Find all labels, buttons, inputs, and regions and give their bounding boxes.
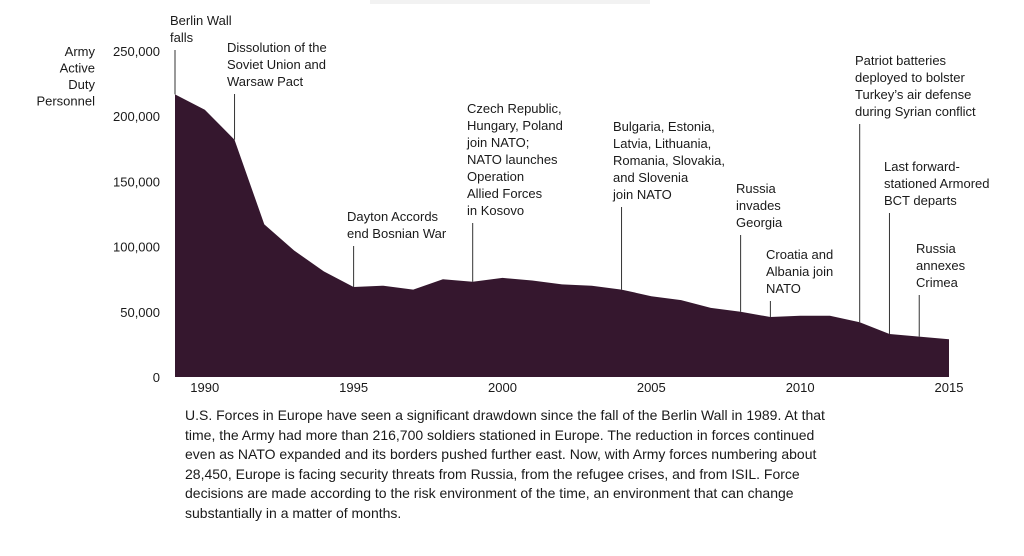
x-tick-label: 2015 <box>935 380 964 395</box>
x-tick-label: 2010 <box>786 380 815 395</box>
annotation-2012: Patriot batteries deployed to bolster Turk… <box>855 53 976 323</box>
annotation-label-line: Crimea <box>916 275 959 290</box>
annotation-label-line: annexes <box>916 258 966 273</box>
y-tick-label: 0 <box>153 370 160 385</box>
annotation-2008: Russia invades Georgia <box>736 181 783 312</box>
x-tick-label: 2000 <box>488 380 517 395</box>
annotation-label-line: Dissolution of the <box>227 40 327 55</box>
annotation-1991: Dissolution of the Soviet Union and Warsaw… <box>227 40 327 140</box>
annotation-1989: Berlin Wall falls <box>170 13 232 95</box>
annotation-label-line: Berlin Wall <box>170 13 232 28</box>
y-tick-label: 50,000 <box>120 305 160 320</box>
y-axis-ticks: 0 50,000 100,000 150,000 200,000 250,000 <box>113 44 160 385</box>
annotation-label-line: Hungary, Poland <box>467 118 563 133</box>
annotation-label-line: during Syrian conflict <box>855 104 976 119</box>
annotation-label-line: NATO <box>766 281 801 296</box>
annotation-label-line: Last forward- <box>884 159 960 174</box>
annotation-2009: Croatia and Albania join NATO <box>766 247 833 318</box>
annotation-label-line: Albania join <box>766 264 833 279</box>
x-tick-label: 1995 <box>339 380 368 395</box>
annotation-label-line: Romania, Slovakia, <box>613 153 725 168</box>
annotation-label-line: Allied Forces <box>467 186 543 201</box>
y-tick-label: 100,000 <box>113 240 160 255</box>
x-tick-label: 1990 <box>190 380 219 395</box>
annotation-2013: Last forward-stationed Armored BCT depart… <box>884 159 990 334</box>
annotation-label-line: falls <box>170 30 194 45</box>
x-tick-label: 2005 <box>637 380 666 395</box>
annotation-label-line: end Bosnian War <box>347 226 447 241</box>
annotation-label-line: Patriot batteries <box>855 53 947 68</box>
annotations: Berlin Wall falls Dissolution of the Soviet… <box>170 13 990 337</box>
annotation-label-line: join NATO <box>612 187 672 202</box>
annotation-label-line: deployed to bolster <box>855 70 966 85</box>
annotation-label-line: Soviet Union and <box>227 57 326 72</box>
annotation-label-line: Georgia <box>736 215 783 230</box>
annotation-1995: Dayton Accords end Bosnian War <box>347 209 447 288</box>
annotation-label-line: BCT departs <box>884 193 957 208</box>
chart-caption: U.S. Forces in Europe have seen a signif… <box>185 407 825 521</box>
annotation-label-line: Russia <box>736 181 777 196</box>
annotation-label-line: stationed Armored <box>884 176 990 191</box>
annotation-label-line: Warsaw Pact <box>227 74 303 89</box>
annotation-label-line: Czech Republic, <box>467 101 562 116</box>
annotation-label-line: Operation <box>467 169 524 184</box>
annotation-label-line: Dayton Accords <box>347 209 439 224</box>
annotation-2014: Russia annexes Crimea <box>916 241 966 337</box>
y-axis-label-line: Army <box>65 44 96 59</box>
annotation-label-line: in Kosovo <box>467 203 524 218</box>
y-axis-label-line: Personnel <box>36 94 95 109</box>
annotation-label-line: Turkey’s air defense <box>855 87 971 102</box>
top-edge-bar <box>370 0 650 4</box>
y-tick-label: 200,000 <box>113 109 160 124</box>
annotation-label-line: NATO launches <box>467 152 558 167</box>
annotation-label-line: join NATO; <box>466 135 529 150</box>
annotation-2004: Bulgaria, Estonia, Latvia, Lithuania, Roma… <box>612 119 725 290</box>
y-tick-label: 250,000 <box>113 44 160 59</box>
y-tick-label: 150,000 <box>113 174 160 189</box>
annotation-label-line: and Slovenia <box>613 170 689 185</box>
annotation-1999: Czech Republic, Hungary, Poland join NATO;… <box>466 101 563 282</box>
annotation-label-line: Russia <box>916 241 957 256</box>
annotation-label-line: invades <box>736 198 781 213</box>
annotation-label-line: Bulgaria, Estonia, <box>613 119 715 134</box>
annotation-label-line: Croatia and <box>766 247 833 262</box>
x-axis-ticks: 1990 1995 2000 2005 2010 2015 <box>190 380 963 395</box>
personnel-area <box>175 94 949 378</box>
y-axis-label-line: Duty <box>68 77 95 92</box>
y-axis-label-line: Active <box>60 61 95 76</box>
annotation-label-line: Latvia, Lithuania, <box>613 136 711 151</box>
